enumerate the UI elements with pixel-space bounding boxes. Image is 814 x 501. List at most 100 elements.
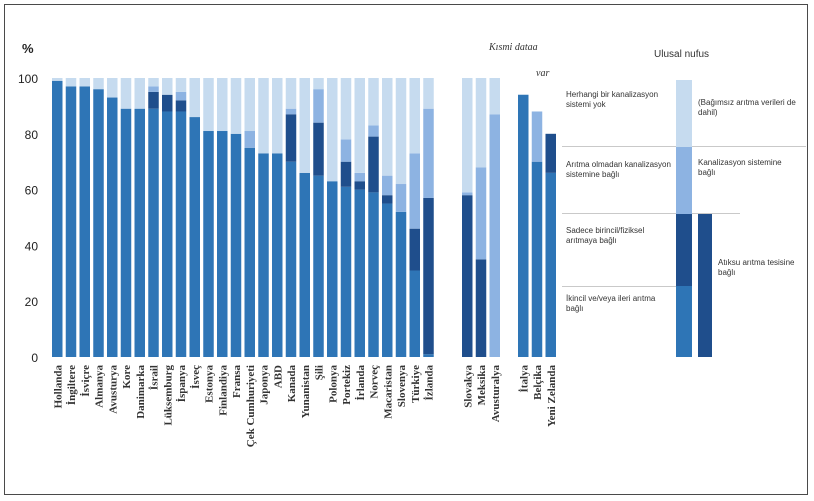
bar-segment [189,117,200,357]
bar-segment [175,78,187,92]
x-tick-label: Çek Cumhuriyeti [245,365,257,447]
bar-segment [272,78,283,154]
bar-segment [203,78,214,132]
legend-divider [562,213,740,214]
legend-label-no-treatment: Arıtma olmadan kanalizasyon sistemine ba… [566,160,671,179]
bar-segment [382,195,393,204]
bar-segment [134,108,145,357]
x-tick-label: İspanya [176,365,188,403]
legend-label-treatment-plant: Atıksu arıtma tesisine bağlı [718,258,795,277]
x-tick-label: Avusturya [107,365,119,414]
bar-segment [409,78,420,154]
bar-segment [423,78,434,109]
bar-segment [382,175,393,196]
bars-layer [52,78,556,358]
x-tick-label: ABD [272,365,284,388]
x-tick-label: İsrail [149,365,161,390]
bar-segment [382,203,393,357]
bar-segment [285,161,297,357]
bar-segment [475,259,487,357]
bar-segment [395,184,407,212]
chart-frame [4,4,808,495]
bar-segment [327,181,338,357]
bar-segment [489,78,500,115]
bar-segment [148,91,159,109]
x-tick-label: İngiltere [66,365,78,405]
bar-segment [327,78,338,182]
legend-divider [562,286,680,287]
bar-segment [285,114,297,162]
x-tick-label: Norveç [369,365,381,399]
bar-segment [409,270,420,357]
bar-segment [230,78,242,134]
group-title-partial: Kısmi dataa [489,42,538,53]
bar-segment [79,78,90,87]
bar-segment [545,133,556,173]
bar-segment [79,86,90,358]
legend-swatch-no-treatment [676,147,692,214]
bar-segment [244,78,255,132]
legend-label-no-sewer: Herhangi bir kanalizasyon sistemi yok [566,90,659,109]
bar-segment [175,111,187,357]
y-tick-label: 80 [25,128,39,142]
bar-segment [354,78,365,173]
group-title-partial-2: var [536,68,550,79]
legend-swatch-treatment-plant [698,214,712,357]
bar-segment [162,78,173,95]
y-tick-label: 20 [25,295,39,309]
legend-label-secondary: İkincil ve/veya ileri arıtma bağlı [566,294,656,313]
bar-segment [285,108,297,115]
x-tick-label: Almanya [94,365,106,408]
y-tick-label: 100 [18,72,38,86]
bar-segment [230,133,242,357]
y-axis: % 0 20 40 60 80 100 [18,41,38,365]
x-tick-label: İsviçre [80,365,92,397]
bar-segment [244,131,255,148]
bar-segment [462,78,473,193]
x-tick-label: Japonya [259,365,271,405]
bar-segment [475,167,487,260]
bar-segment [531,111,543,162]
bar-segment [340,78,352,140]
bar-segment [148,78,159,87]
bar-segment [531,161,543,357]
bar-segment [368,192,379,357]
bar-segment [272,153,283,357]
x-tick-label: Danimarka [135,365,147,419]
bar-segment [258,78,269,154]
bar-segment [313,89,324,123]
bar-segment [93,78,104,90]
x-tick-labels: Hollanda İngiltere İsviçre Almanya Avusturya… [52,365,558,448]
x-tick-label: Türkiye [410,365,422,403]
bar-segment [423,108,434,198]
bar-segment [518,94,529,358]
bar-segment [107,78,118,98]
x-tick-label: Portekiz [341,365,353,405]
legend-label-sewer-connected: Kanalizasyon sistemine bağlı [698,158,782,177]
bar-segment [65,78,77,87]
bar-segment [134,78,145,109]
bar-segment [423,197,434,355]
bar-segment [545,172,556,357]
legend-swatch-no-sewer [676,80,692,147]
bar-segment [120,108,132,357]
bar-segment [162,111,173,357]
bar-segment [395,78,407,185]
bar-segment [120,78,132,109]
x-tick-label: İsveç [190,365,202,389]
bar-segment [313,122,324,176]
bar-segment [217,131,228,357]
x-tick-label: Fransa [231,365,243,399]
bar-segment [175,91,187,101]
bar-segment [475,78,487,168]
bar-segment [299,78,310,173]
y-tick-label: 0 [31,351,38,365]
x-tick-label: Şili [314,365,326,380]
x-tick-label: İzlanda [424,365,436,401]
x-tick-label: Kanada [286,365,298,403]
bar-segment [175,100,187,112]
bar-segment [368,125,379,137]
bar-segment [462,195,473,357]
x-tick-label: Finlandiya [217,365,229,416]
